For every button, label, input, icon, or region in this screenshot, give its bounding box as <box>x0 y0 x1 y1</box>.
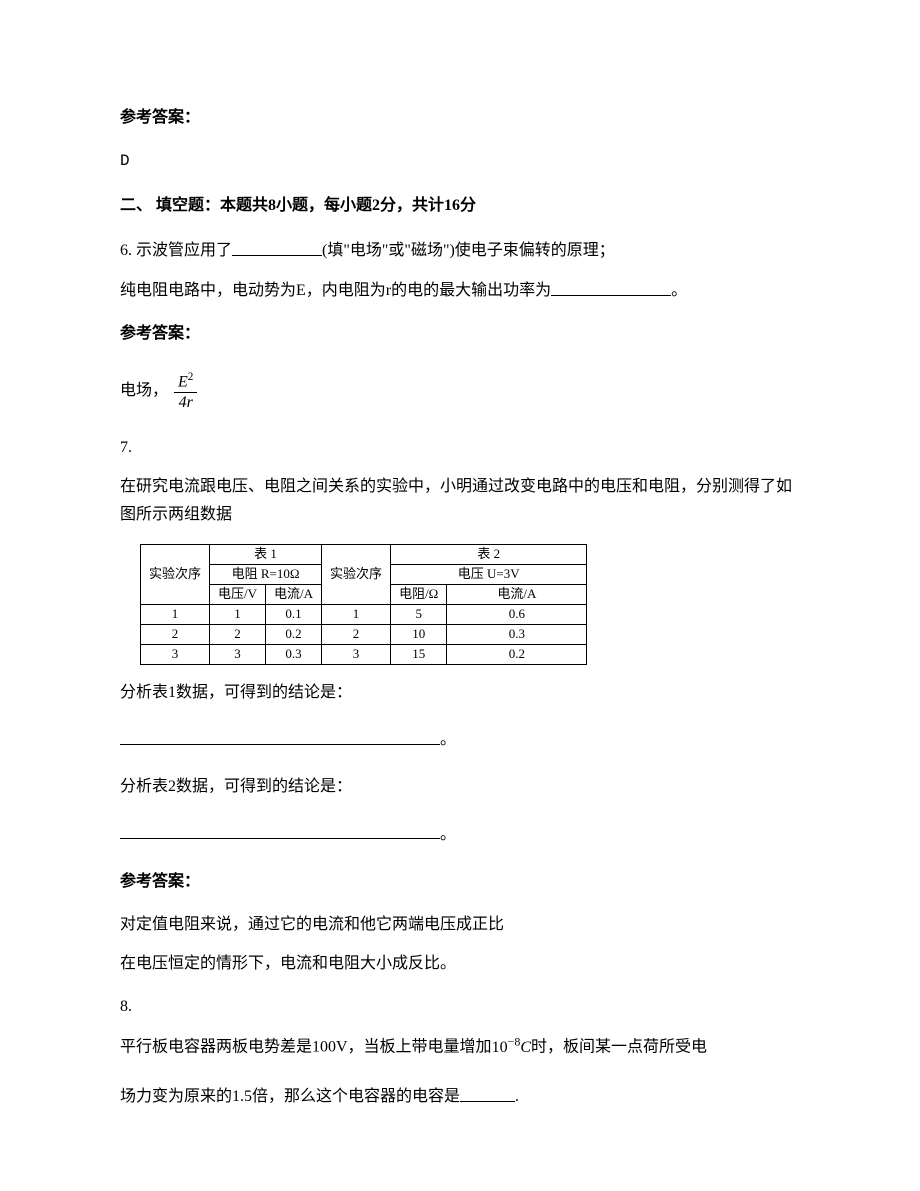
col-header: 实验次序 <box>322 545 391 605</box>
col-header: 电压/V <box>210 585 266 605</box>
q6-line2-prefix: 纯电阻电路中，电动势为E，内电阻为r的电的最大输出功率为 <box>120 283 551 300</box>
q8-line2-b: . <box>515 1089 519 1106</box>
blank-field <box>460 1082 515 1101</box>
answer-d: D <box>120 147 800 176</box>
q6-line1: 6. 示波管应用了 (填"电场"或"磁场")使电子束偏转的原理； <box>120 236 800 266</box>
cell: 2 <box>141 624 210 644</box>
col-header: 电流/A <box>266 585 322 605</box>
q6-line2-suffix: 。 <box>671 283 687 300</box>
t1-head: 电阻 R=10Ω <box>210 565 322 585</box>
data-table: 实验次序 表 1 实验次序 表 2 电阻 R=10Ω 电压 U=3V 电压/V … <box>140 544 587 664</box>
cell: 0.1 <box>266 604 322 624</box>
q8-line1-a: 平行板电容器两板电势差是100V，当板上带电量增加 <box>120 1039 492 1056</box>
q7-analysis2: 分析表2数据，可得到的结论是： <box>120 773 800 802</box>
cell: 1 <box>210 604 266 624</box>
cell: 0.3 <box>447 624 587 644</box>
cell: 15 <box>391 644 447 664</box>
q8-num: 8. <box>120 993 800 1022</box>
table-row: 1 1 0.1 1 5 0.6 <box>141 604 587 624</box>
q7-intro: 在研究电流跟电压、电阻之间关系的实验中，小明通过改变电路中的电压和电阻，分别测得… <box>120 473 800 531</box>
table-row: 实验次序 表 1 实验次序 表 2 <box>141 545 587 565</box>
blank-line <box>120 820 440 839</box>
q8-line1-b: 时，板间某一点荷所受电 <box>531 1039 707 1056</box>
period: 。 <box>440 826 456 843</box>
section-2-heading: 二、 填空题：本题共8小题，每小题2分，共计16分 <box>120 192 800 221</box>
table-title-1: 表 1 <box>210 545 322 565</box>
col-header: 电阻/Ω <box>391 585 447 605</box>
col-header: 实验次序 <box>141 545 210 605</box>
q8-line1: 平行板电容器两板电势差是100V，当板上带电量增加10−8C时，板间某一点荷所受… <box>120 1031 800 1062</box>
col-header: 电流/A <box>447 585 587 605</box>
answer-label: 参考答案： <box>120 868 800 897</box>
cell: 0.6 <box>447 604 587 624</box>
cell: 0.2 <box>447 644 587 664</box>
q7-answer-line1: 对定值电阻来说，通过它的电流和他它两端电压成正比 <box>120 911 800 940</box>
cell: 2 <box>210 624 266 644</box>
q6-line1-suffix: (填"电场"或"磁场")使电子束偏转的原理； <box>322 243 615 260</box>
q7-analysis1: 分析表1数据，可得到的结论是： <box>120 679 800 708</box>
t2-head: 电压 U=3V <box>391 565 587 585</box>
q6-line2: 纯电阻电路中，电动势为E，内电阻为r的电的最大输出功率为 。 <box>120 276 800 306</box>
blank-field <box>551 276 671 295</box>
math-exponent: 10−8C <box>492 1039 531 1056</box>
answer-label: 参考答案： <box>120 104 800 133</box>
cell: 1 <box>322 604 391 624</box>
q7-num: 7. <box>120 434 800 463</box>
cell: 2 <box>322 624 391 644</box>
blank-line-wrap: 。 <box>120 725 800 755</box>
numerator-sup: 2 <box>188 371 194 383</box>
cell: 1 <box>141 604 210 624</box>
q6-answer-text: 电场， <box>120 377 168 406</box>
exp-unit: C <box>520 1039 531 1056</box>
exp-base: 10 <box>492 1039 508 1056</box>
q8-line2-a: 场力变为原来的1.5倍，那么这个电容器的电容是 <box>120 1089 460 1106</box>
blank-line <box>120 725 440 744</box>
cell: 5 <box>391 604 447 624</box>
q6-answer: 电场， E2 4r <box>120 371 197 412</box>
cell: 10 <box>391 624 447 644</box>
denominator: 4r <box>174 393 197 412</box>
period: 。 <box>440 732 456 749</box>
exp-sup: −8 <box>508 1034 521 1048</box>
q7-answer-line2: 在电压恒定的情形下，电流和电阻大小成反比。 <box>120 950 800 979</box>
blank-line-wrap: 。 <box>120 820 800 850</box>
table-row: 3 3 0.3 3 15 0.2 <box>141 644 587 664</box>
fraction: E2 4r <box>174 371 197 412</box>
cell: 0.3 <box>266 644 322 664</box>
cell: 3 <box>322 644 391 664</box>
cell: 3 <box>210 644 266 664</box>
cell: 3 <box>141 644 210 664</box>
blank-field <box>232 236 322 255</box>
q8-line2: 场力变为原来的1.5倍，那么这个电容器的电容是. <box>120 1082 800 1112</box>
q6-line1-prefix: 6. 示波管应用了 <box>120 243 232 260</box>
answer-label: 参考答案： <box>120 320 800 349</box>
numerator-base: E <box>178 373 188 390</box>
cell: 0.2 <box>266 624 322 644</box>
table-title-2: 表 2 <box>391 545 587 565</box>
table-row: 2 2 0.2 2 10 0.3 <box>141 624 587 644</box>
